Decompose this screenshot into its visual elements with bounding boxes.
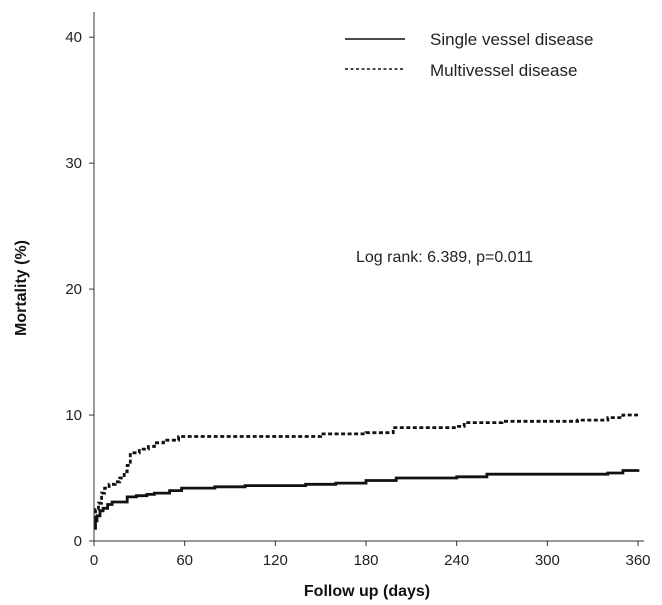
y-tick-label: 0	[74, 533, 82, 550]
y-tick-label: 20	[65, 281, 82, 298]
series-single-vessel-line	[94, 469, 640, 530]
x-tick-label: 360	[625, 552, 650, 569]
y-tick-label: 40	[65, 29, 82, 46]
y-tick-label: 30	[65, 155, 82, 172]
legend-label-single: Single vessel disease	[430, 30, 593, 49]
x-tick-label: 180	[353, 552, 378, 569]
legend-label-multi: Multivessel disease	[430, 61, 577, 80]
x-tick-label: 300	[535, 552, 560, 569]
x-axis-title: Follow up (days)	[304, 583, 430, 600]
x-tick-label: 240	[444, 552, 469, 569]
y-tick-label: 10	[65, 407, 82, 424]
legend: Single vessel disease Multivessel diseas…	[345, 30, 593, 80]
plot-lines	[94, 413, 640, 530]
x-tick-label: 0	[90, 552, 98, 569]
y-axis-title: Mortality (%)	[13, 240, 30, 336]
log-rank-annotation: Log rank: 6.389, p=0.011	[356, 249, 533, 266]
axes: 0 60 120 180 240 300 360 0 10 20 30 40	[65, 12, 651, 569]
x-tick-label: 60	[176, 552, 193, 569]
series-multivessel-line	[94, 413, 638, 520]
x-tick-label: 120	[263, 552, 288, 569]
